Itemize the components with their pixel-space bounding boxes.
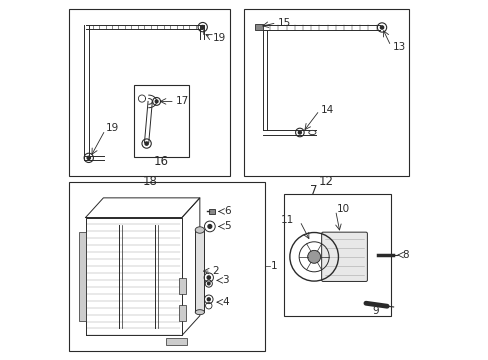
Ellipse shape (195, 227, 204, 233)
Circle shape (201, 26, 204, 29)
Circle shape (207, 276, 210, 279)
Text: 17: 17 (176, 96, 189, 107)
Circle shape (207, 298, 210, 301)
Bar (79, 232, 86, 321)
Bar (165, 338, 187, 345)
Bar (208, 209, 215, 214)
Bar (195, 230, 204, 312)
Text: 10: 10 (336, 204, 349, 214)
Circle shape (207, 282, 210, 285)
Bar (283, 194, 390, 316)
Bar (69, 182, 264, 351)
Text: 5: 5 (224, 221, 230, 231)
Bar (69, 9, 230, 176)
Ellipse shape (195, 310, 204, 315)
Text: 15: 15 (278, 18, 291, 28)
Text: 11: 11 (280, 215, 293, 225)
Text: 1: 1 (270, 261, 277, 271)
Text: 19: 19 (212, 33, 225, 43)
Text: 16: 16 (153, 154, 168, 167)
Circle shape (155, 100, 158, 103)
Text: 18: 18 (142, 175, 157, 188)
Circle shape (87, 156, 90, 159)
Text: 19: 19 (106, 123, 119, 133)
Text: 3: 3 (222, 275, 228, 285)
Circle shape (307, 250, 320, 263)
Bar (179, 305, 186, 321)
Text: 12: 12 (319, 175, 333, 188)
Circle shape (145, 142, 148, 145)
Text: 2: 2 (212, 266, 219, 276)
Bar (255, 23, 263, 30)
FancyBboxPatch shape (321, 232, 366, 282)
Text: 6: 6 (224, 206, 230, 216)
Text: 13: 13 (391, 42, 405, 52)
Bar (179, 278, 186, 294)
Text: 9: 9 (372, 306, 378, 316)
Circle shape (207, 225, 211, 228)
Text: 8: 8 (402, 250, 408, 260)
Bar (134, 85, 189, 157)
Text: 7: 7 (310, 184, 317, 197)
Text: 4: 4 (222, 297, 228, 307)
Circle shape (298, 131, 301, 134)
Bar (244, 9, 408, 176)
Text: 14: 14 (320, 105, 333, 114)
Ellipse shape (308, 130, 315, 135)
Circle shape (380, 26, 383, 29)
